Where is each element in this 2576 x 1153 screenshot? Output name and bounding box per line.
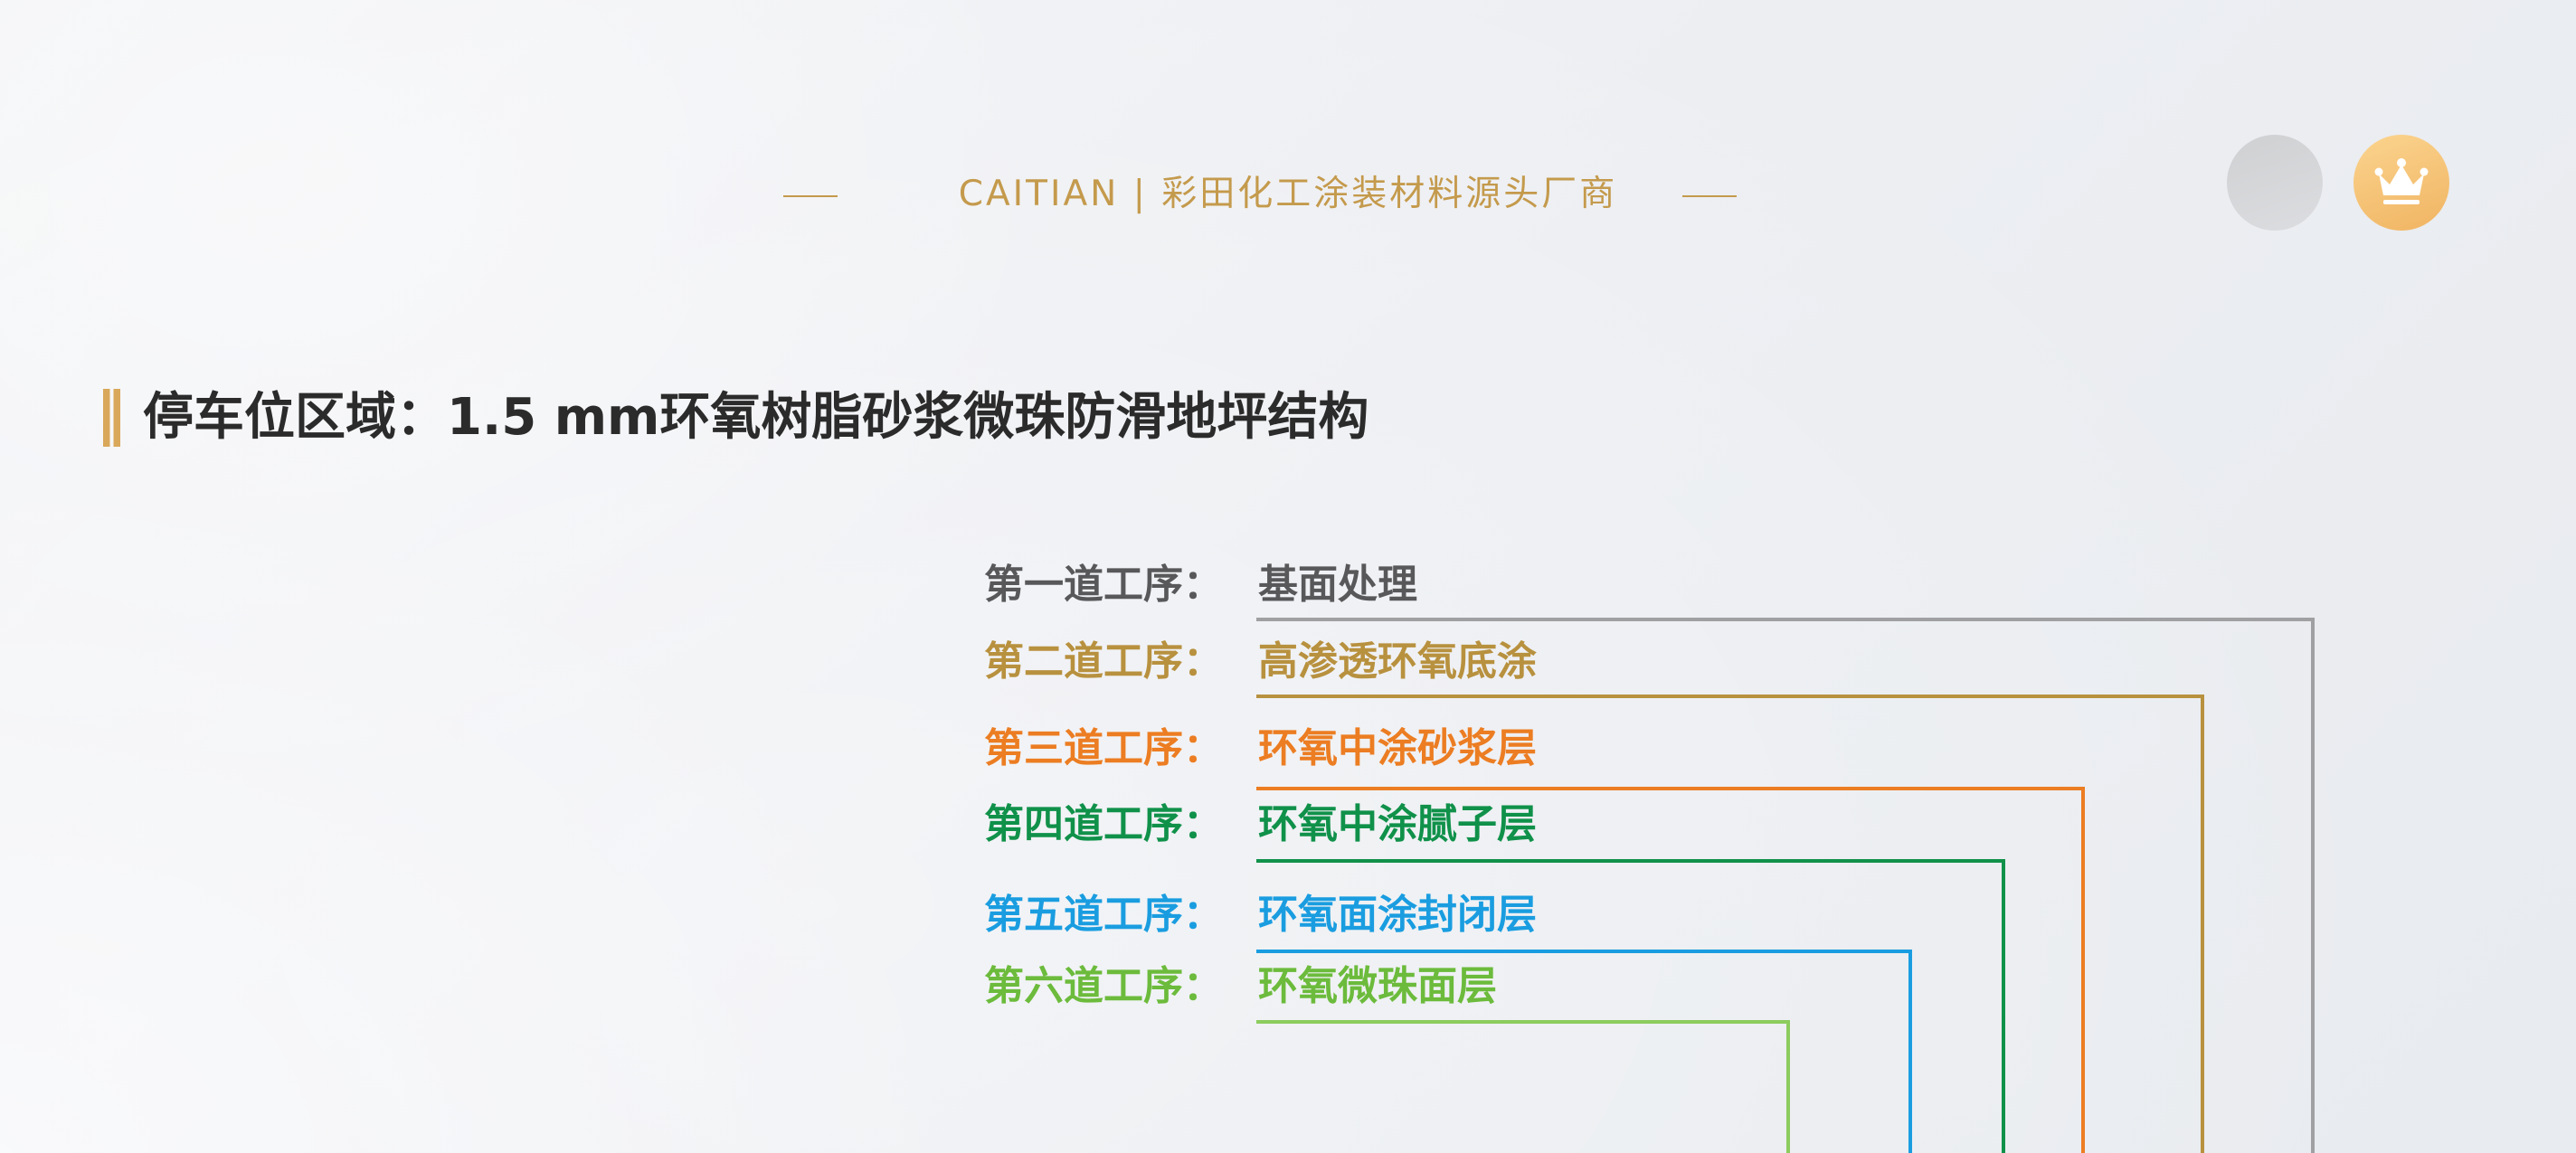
step-description: 高渗透环氧底涂 [1258,638,1537,685]
process-step: 第四道工序： 环氧中涂腻子层 [984,799,1537,850]
step-label: 第五道工序： [984,892,1223,938]
crown-icon [2374,158,2429,204]
step-label: 第四道工序： [984,801,1223,847]
step-description: 环氧微珠面层 [1258,963,1497,1009]
header-dash-left [783,195,838,197]
process-step: 第二道工序： 高渗透环氧底涂 [984,637,1537,687]
process-step: 第三道工序： 环氧中涂砂浆层 [984,723,1537,774]
avatar[interactable] [2227,135,2323,231]
step-label: 第六道工序： [984,963,1223,1009]
step-label: 第一道工序： [984,562,1223,608]
step-leader-line [1256,695,2204,1153]
title-accent-bar [103,389,120,447]
step-leader-line [1256,618,2315,1153]
process-step: 第一道工序： 基面处理 [984,560,1417,610]
step-leader-line [1256,787,2085,1153]
page-title: 停车位区域：1.5 mm环氧树脂砂浆微珠防滑地坪结构 [143,388,1369,447]
process-step: 第五道工序： 环氧面涂封闭层 [984,890,1537,940]
vip-button[interactable] [2353,135,2449,231]
header-dash-right [1682,195,1737,197]
step-description: 基面处理 [1258,562,1417,608]
brand-header: CAITIAN | 彩田化工涂装材料源头厂商 [958,174,1618,214]
step-leader-line [1256,1020,1790,1153]
process-step: 第六道工序： 环氧微珠面层 [984,961,1497,1012]
step-description: 环氧中涂砂浆层 [1258,725,1537,771]
step-description: 环氧中涂腻子层 [1258,801,1537,847]
step-label: 第三道工序： [984,725,1223,771]
step-label: 第二道工序： [984,638,1223,685]
step-leader-line [1256,950,1912,1153]
step-description: 环氧面涂封闭层 [1258,892,1537,938]
step-leader-line [1256,859,2005,1153]
